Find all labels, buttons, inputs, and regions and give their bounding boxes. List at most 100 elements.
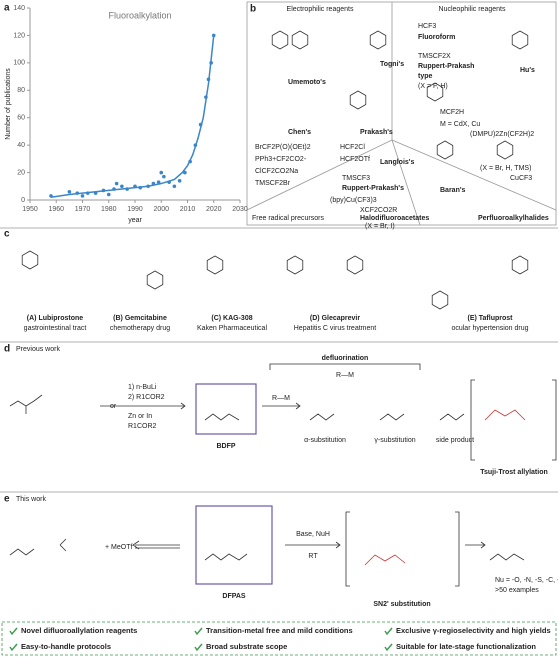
bracket: [470, 379, 557, 461]
reagent-name: ClCF2CO2Na: [255, 168, 298, 175]
ring: [146, 270, 164, 290]
highlight: Suitable for late-stage functionalizatio…: [396, 642, 536, 651]
check-icon: [9, 643, 18, 652]
x-tick-label: 2010: [180, 206, 196, 213]
panel-label: a: [4, 3, 10, 14]
ring: [206, 255, 224, 275]
arrow: [465, 541, 486, 549]
condition: 2) R1COR2: [128, 394, 165, 401]
ring: [369, 30, 387, 50]
reagent-name: Ruppert-Prakash: [418, 63, 474, 70]
arrow: [100, 402, 186, 410]
check-icon: [384, 643, 393, 652]
reagent-name: Halodifluoroacetates: [360, 215, 429, 222]
x-tick-label: 1990: [127, 206, 143, 213]
y-tick-label: 140: [13, 5, 25, 12]
data-point: [101, 188, 106, 193]
product-label: α-substitution: [304, 437, 346, 444]
structure: [9, 394, 43, 414]
reagent-name: HCF2OTf: [340, 156, 370, 163]
divider: [391, 139, 557, 211]
reagent-name: Fluoroform: [418, 34, 455, 41]
y-tick-label: 120: [13, 32, 25, 39]
data-point: [133, 184, 137, 189]
data-point: [204, 95, 208, 99]
reagent-name: + MeOTf: [105, 544, 132, 551]
condition: Zn or In: [128, 413, 152, 420]
data-point: [193, 143, 198, 147]
reagent-name: TMSCF2Br: [255, 180, 291, 187]
ring: [291, 30, 309, 50]
ring: [511, 255, 529, 275]
check-icon: [384, 627, 393, 636]
highlight: Novel difluoroallylation reagents: [21, 626, 137, 635]
y-tick-label: 60: [17, 115, 25, 122]
panel-label: e: [4, 494, 10, 505]
structure: [204, 413, 240, 421]
reagent-name: (X = Br, I): [365, 223, 395, 230]
structure: [9, 538, 67, 556]
reagent-box: [195, 383, 257, 435]
data-point: [188, 159, 192, 164]
reagent-name: HCF3: [418, 23, 436, 30]
ring: [511, 30, 529, 50]
reagent-name: M = CdX, Cu: [440, 121, 480, 128]
data-point: [167, 180, 171, 184]
condition: RT: [308, 553, 318, 560]
highlight: Transition-metal free and mild condition…: [206, 626, 353, 635]
highlights-box: [1, 621, 557, 656]
x-tick-label: 2030: [232, 206, 248, 213]
ring: [496, 140, 514, 160]
reagent-name: Ruppert-Prakash's: [342, 185, 404, 192]
data-point: [125, 187, 129, 191]
condition: or: [110, 403, 117, 410]
x-tick-label: 1950: [22, 206, 38, 213]
reagent-name: Togni's: [380, 61, 404, 68]
arrow: [262, 402, 301, 410]
reagent-name: CuCF3: [510, 175, 532, 182]
data-point: [162, 174, 166, 179]
reagent-name: TMSCF2X: [418, 53, 451, 60]
data-point: [209, 61, 213, 65]
check-icon: [194, 643, 203, 652]
structure: [364, 554, 406, 566]
data-point: [138, 185, 143, 190]
chart-title: Fluoroalkylation: [108, 10, 171, 20]
data-point: [93, 191, 98, 195]
divider: [246, 139, 393, 211]
reagent-name: Perfluoroalkylhalides: [478, 215, 549, 222]
reagent-name: MCF2H: [440, 109, 464, 116]
y-tick-label: 0: [21, 197, 25, 204]
data-point: [106, 192, 111, 197]
reagent-name: BrCF2P(O)(OEt)2: [255, 144, 311, 151]
y-tick-label: 40: [17, 142, 25, 149]
data-point: [177, 179, 182, 183]
data-point: [120, 184, 124, 189]
annotation: Nu = -O, -N, -S, -C, -Se ...: [495, 577, 558, 584]
product-label: γ-substitution: [374, 437, 415, 444]
x-tick-label: 1960: [48, 206, 64, 213]
reagent-name: Hu's: [520, 67, 535, 74]
x-tick-label: 1980: [101, 206, 117, 213]
reagent-name: Baran's: [440, 187, 466, 194]
data-point: [206, 77, 211, 82]
drug-use: Hepatitis C virus treatment: [294, 325, 377, 332]
y-axis-label: Number of publications: [5, 68, 12, 140]
drug-use: Kaken Pharmaceutical: [197, 325, 267, 332]
data-point: [114, 181, 119, 186]
highlight: Exclusive γ-regioselectivity and high yi…: [396, 626, 551, 635]
drug-name: (B) Gemcitabine: [113, 315, 167, 322]
condition: Base, NuH: [296, 531, 330, 538]
data-point: [85, 191, 90, 195]
heading: Nucleophilic reagents: [439, 6, 506, 13]
section-title: Previous work: [16, 346, 60, 353]
drug-use: chemotherapy drug: [110, 325, 170, 332]
bracket: [345, 511, 460, 587]
x-tick-label: 2000: [153, 206, 169, 213]
reagent-name: Chen's: [288, 129, 311, 136]
data-point: [80, 194, 85, 198]
drug-name: (D) Glecaprevir: [310, 315, 360, 322]
condition: 1) n-BuLi: [128, 384, 157, 391]
